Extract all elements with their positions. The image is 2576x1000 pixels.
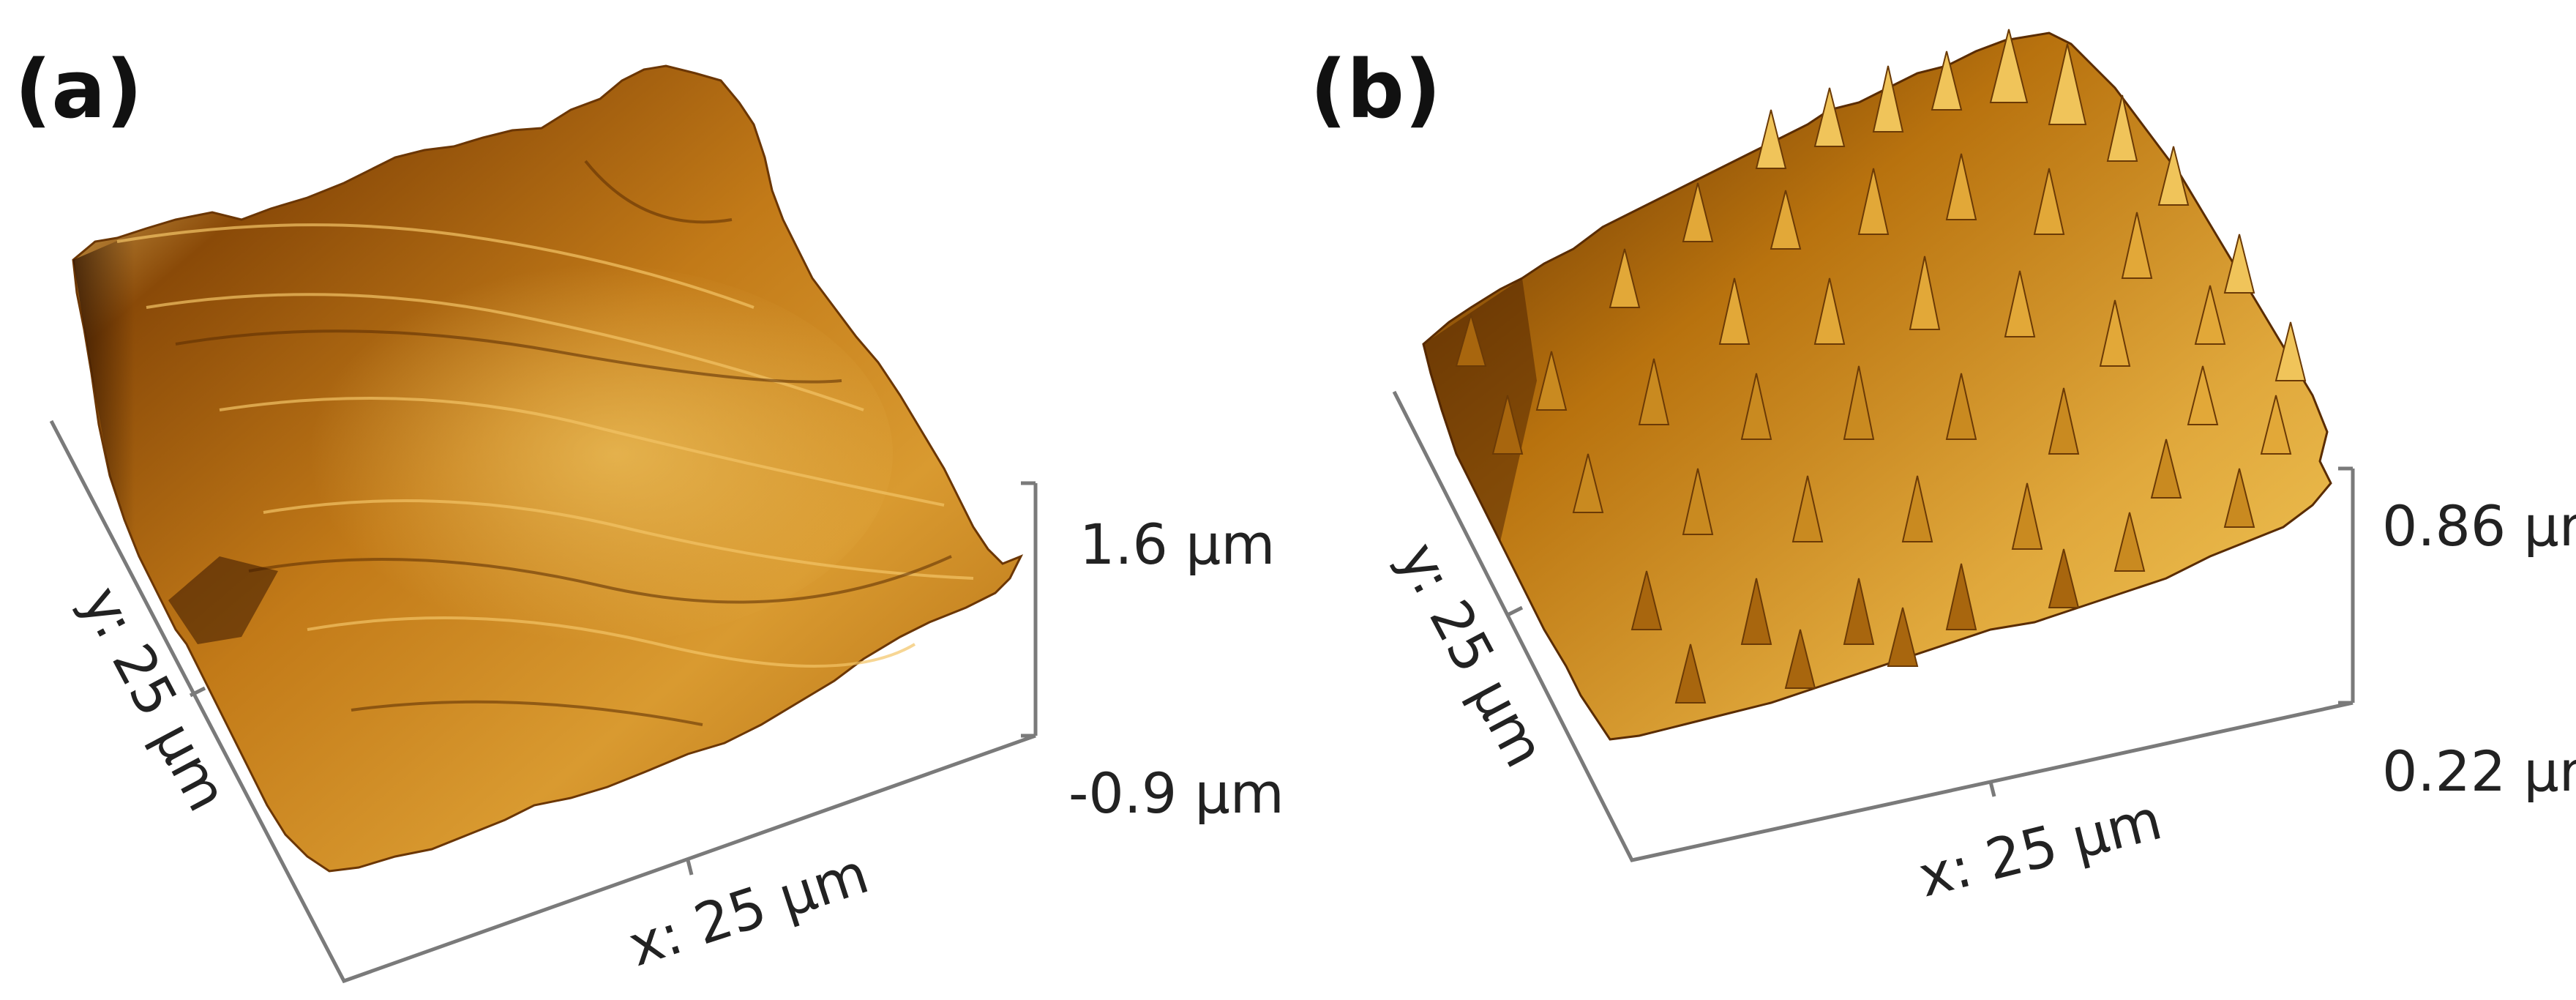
afm-surface-b	[1422, 29, 2332, 741]
axes-a	[49, 419, 1038, 984]
spiky-peaks	[1455, 29, 2307, 704]
panel-b-x-axis-label: x: 25 µm	[1912, 786, 2168, 909]
panel-a-label: (a)	[15, 42, 143, 136]
axes-b	[1392, 390, 2355, 862]
panel-b: (b)	[1310, 29, 2576, 909]
panel-b-z-min: 0.22 µm	[2382, 739, 2576, 804]
panel-a: (a)	[15, 42, 1284, 984]
panel-b-z-max: 0.86 µm	[2382, 493, 2576, 559]
panel-a-z-max: 1.6 µm	[1079, 512, 1275, 577]
panel-a-z-min: -0.9 µm	[1068, 761, 1284, 826]
afm-surface-a	[72, 64, 1024, 873]
panel-a-x-axis-label: x: 25 µm	[621, 840, 876, 979]
panel-b-label: (b)	[1310, 42, 1441, 136]
